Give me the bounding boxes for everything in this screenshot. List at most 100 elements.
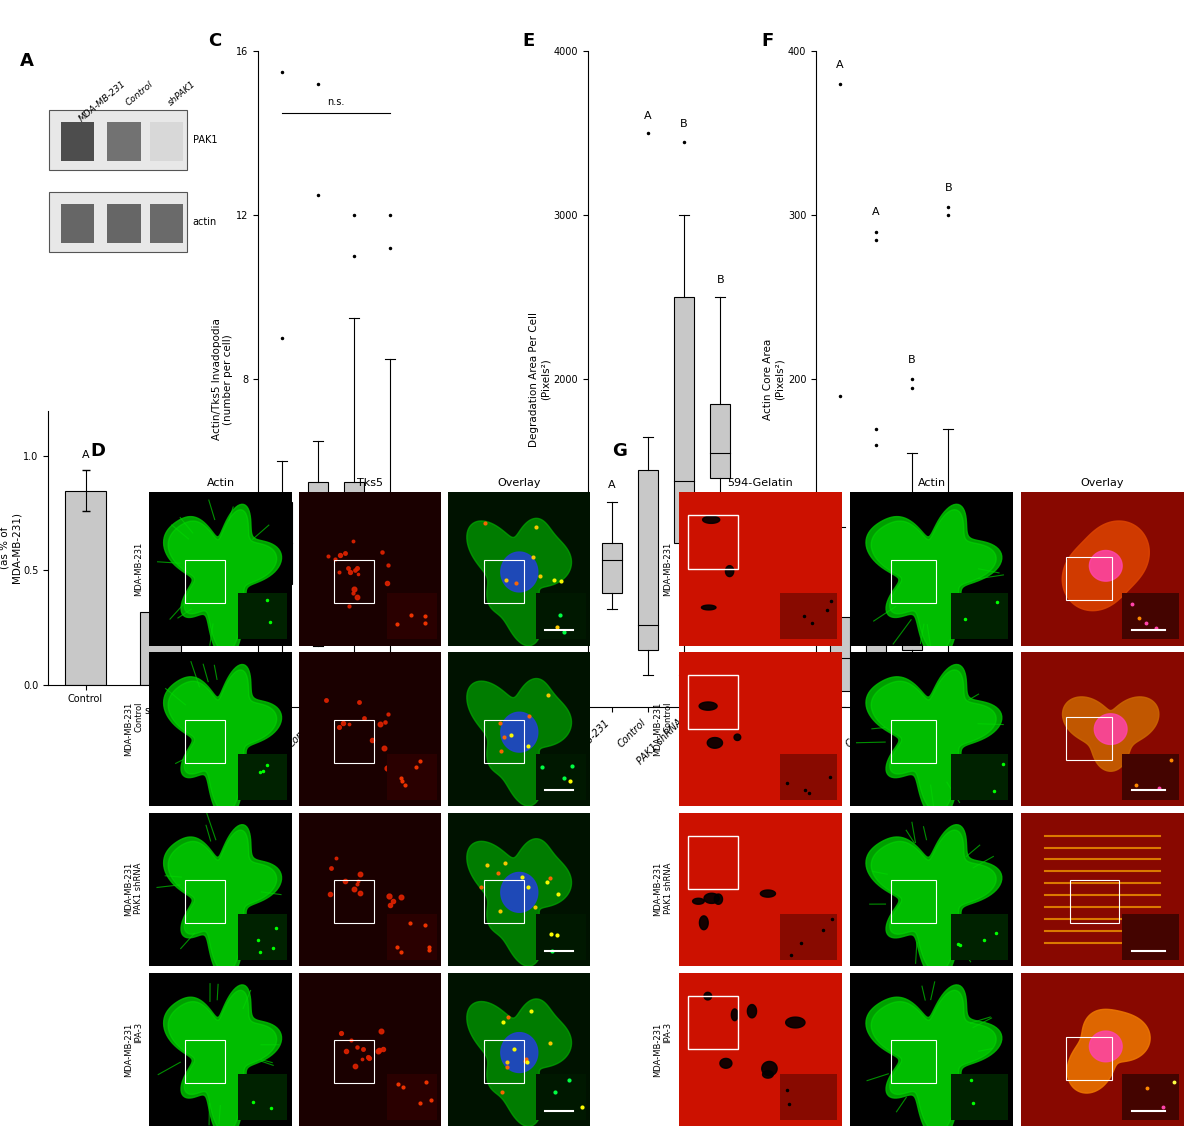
Bar bbox=[890, 1041, 936, 1083]
Bar bbox=[185, 560, 224, 602]
Bar bbox=[1067, 557, 1112, 599]
Text: MDA-MB-231
PAK1 shRNA: MDA-MB-231 PAK1 shRNA bbox=[653, 863, 673, 916]
Bar bbox=[1067, 717, 1112, 760]
Polygon shape bbox=[163, 825, 282, 979]
Text: C: C bbox=[208, 32, 221, 50]
Bar bbox=[1122, 754, 1180, 800]
Text: A: A bbox=[607, 479, 616, 489]
Polygon shape bbox=[871, 990, 996, 1133]
Text: A: A bbox=[644, 111, 652, 121]
Bar bbox=[952, 1074, 1008, 1120]
Bar bbox=[185, 880, 224, 923]
Polygon shape bbox=[467, 839, 571, 966]
Bar bbox=[890, 880, 936, 923]
Polygon shape bbox=[1090, 1031, 1122, 1062]
Bar bbox=[536, 1074, 586, 1120]
Bar bbox=[238, 914, 287, 960]
Bar bbox=[150, 204, 184, 243]
Bar bbox=[238, 593, 287, 639]
Bar bbox=[238, 754, 287, 800]
Bar bbox=[484, 880, 523, 923]
Polygon shape bbox=[467, 679, 571, 806]
Text: E: E bbox=[522, 32, 535, 50]
Bar bbox=[890, 720, 936, 763]
Polygon shape bbox=[500, 873, 538, 913]
Polygon shape bbox=[168, 670, 277, 812]
Text: B: B bbox=[157, 575, 164, 585]
Polygon shape bbox=[168, 990, 277, 1133]
Bar bbox=[1069, 880, 1118, 923]
Text: PAK1: PAK1 bbox=[193, 135, 217, 145]
Polygon shape bbox=[500, 712, 538, 752]
Bar bbox=[952, 593, 1008, 639]
Text: A: A bbox=[835, 59, 844, 70]
Polygon shape bbox=[168, 831, 277, 972]
Y-axis label: Degradation Area Per Cell
(Pixels²): Degradation Area Per Cell (Pixels²) bbox=[529, 311, 551, 447]
Bar bbox=[335, 720, 374, 763]
Bar bbox=[308, 482, 328, 576]
Bar bbox=[952, 914, 1008, 960]
Text: F: F bbox=[762, 32, 774, 50]
Bar bbox=[49, 110, 187, 170]
Polygon shape bbox=[1094, 714, 1127, 744]
Text: A: A bbox=[82, 450, 89, 460]
Text: Actin: Actin bbox=[206, 478, 234, 487]
Bar bbox=[902, 535, 922, 650]
Text: MDA-MB-231
Control: MDA-MB-231 Control bbox=[124, 702, 144, 756]
Polygon shape bbox=[692, 898, 704, 904]
Bar bbox=[674, 298, 694, 543]
Bar bbox=[49, 192, 187, 252]
Bar bbox=[829, 617, 850, 691]
Polygon shape bbox=[866, 504, 1002, 659]
Polygon shape bbox=[714, 895, 722, 905]
Bar bbox=[601, 543, 622, 592]
Bar bbox=[484, 560, 523, 602]
Bar bbox=[386, 593, 437, 639]
Bar bbox=[1122, 1074, 1180, 1120]
Bar bbox=[780, 593, 838, 639]
Polygon shape bbox=[700, 702, 718, 710]
Text: MDA-MB-231
PAK1 shRNA: MDA-MB-231 PAK1 shRNA bbox=[124, 863, 144, 916]
Polygon shape bbox=[163, 985, 282, 1140]
Y-axis label: Actin/Tks5 Invadopodia
(number per cell): Actin/Tks5 Invadopodia (number per cell) bbox=[211, 318, 233, 440]
Bar bbox=[65, 491, 106, 685]
Text: Tks5: Tks5 bbox=[356, 478, 383, 487]
Polygon shape bbox=[702, 605, 716, 610]
Bar bbox=[484, 720, 523, 763]
Bar bbox=[710, 404, 731, 478]
Text: MDA-MB-231: MDA-MB-231 bbox=[134, 542, 144, 596]
Bar bbox=[638, 470, 658, 650]
Polygon shape bbox=[1062, 697, 1159, 771]
Polygon shape bbox=[734, 734, 740, 741]
Bar bbox=[536, 914, 586, 960]
Polygon shape bbox=[720, 1059, 732, 1068]
Bar bbox=[61, 204, 94, 243]
Bar bbox=[866, 617, 886, 691]
Text: Overlay: Overlay bbox=[498, 478, 541, 487]
Polygon shape bbox=[500, 552, 538, 592]
Bar bbox=[107, 204, 140, 243]
Polygon shape bbox=[866, 985, 1002, 1140]
Polygon shape bbox=[700, 916, 708, 930]
Text: Control: Control bbox=[124, 80, 155, 107]
Bar bbox=[484, 1041, 523, 1083]
Polygon shape bbox=[871, 831, 996, 972]
Bar bbox=[780, 1074, 838, 1120]
Text: Overlay: Overlay bbox=[1081, 478, 1124, 487]
Text: shPAK1: shPAK1 bbox=[167, 80, 198, 107]
Bar bbox=[335, 1041, 374, 1083]
Bar bbox=[386, 754, 437, 800]
Polygon shape bbox=[794, 758, 808, 766]
Bar bbox=[150, 122, 184, 161]
Text: B: B bbox=[680, 119, 688, 129]
Text: MDA-MB-231
Control: MDA-MB-231 Control bbox=[653, 702, 673, 756]
Bar bbox=[380, 502, 401, 617]
Polygon shape bbox=[762, 1061, 778, 1076]
Bar bbox=[1122, 593, 1180, 639]
Bar bbox=[780, 754, 838, 800]
Polygon shape bbox=[726, 566, 733, 576]
Bar bbox=[335, 560, 374, 602]
Text: Actin: Actin bbox=[918, 478, 946, 487]
Text: 594-Gelatin: 594-Gelatin bbox=[727, 478, 793, 487]
Bar bbox=[689, 835, 738, 889]
